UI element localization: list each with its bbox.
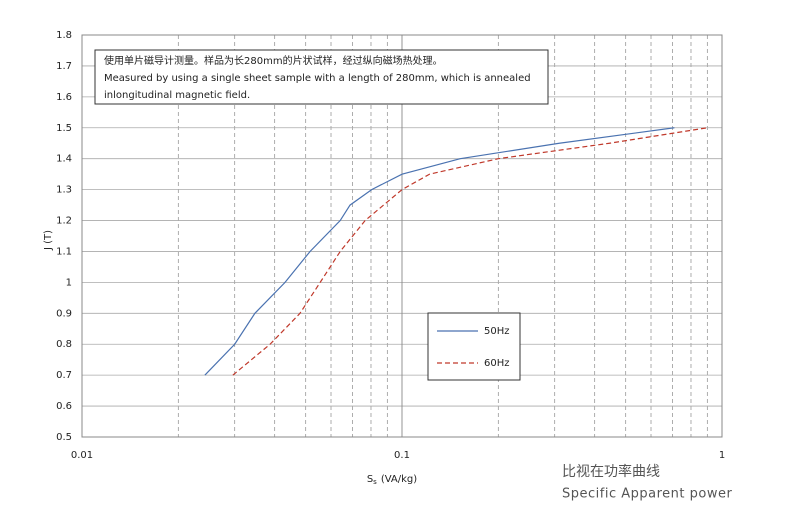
legend-box	[427, 312, 521, 381]
y-tick-label: 0.8	[56, 339, 72, 350]
y-tick-label: 1.3	[56, 185, 72, 196]
series-line	[204, 127, 675, 376]
y-tick-label: 0.9	[56, 308, 72, 319]
y-tick-label: 1.4	[56, 154, 72, 165]
x-tick-label: 1	[719, 450, 725, 461]
x-label-unit: (VA/kg)	[381, 474, 417, 485]
caption-cn: 比视在功率曲线	[562, 463, 660, 480]
caption-en: Specific Apparent power	[562, 487, 732, 502]
series-line	[232, 127, 708, 376]
legend-label: 60Hz	[484, 358, 510, 369]
y-tick-label: 0.6	[56, 401, 72, 412]
annotation-text: Measured by using a single sheet sample …	[104, 73, 531, 84]
annotation-text: 使用单片磁导计测量。样品为长280mm的片状试样，经过纵向磁场热处理。	[104, 54, 443, 67]
x-tick-label: 0.1	[394, 450, 410, 461]
legend-label: 50Hz	[484, 326, 510, 337]
y-tick-label: 1.6	[56, 92, 72, 103]
y-tick-label: 1	[66, 277, 72, 288]
y-tick-label: 0.5	[56, 432, 72, 443]
x-axis-label: Ss (VA/kg)	[367, 474, 417, 486]
y-tick-label: 1.5	[56, 123, 72, 134]
y-tick-label: 1.7	[56, 61, 72, 72]
y-tick-label: 1.2	[56, 216, 72, 227]
x-tick-label: 0.01	[71, 450, 93, 461]
annotation-box	[94, 49, 549, 105]
x-label-main: S	[367, 474, 373, 485]
y-tick-label: 1.8	[56, 30, 72, 41]
annotation-text: inlongitudinal magnetic field.	[104, 90, 250, 101]
y-tick-label: 0.7	[56, 370, 72, 381]
x-label-sub: s	[373, 478, 377, 486]
y-tick-label: 1.1	[56, 246, 72, 257]
y-axis-label: J (T)	[43, 230, 54, 251]
plot-border	[81, 34, 723, 438]
